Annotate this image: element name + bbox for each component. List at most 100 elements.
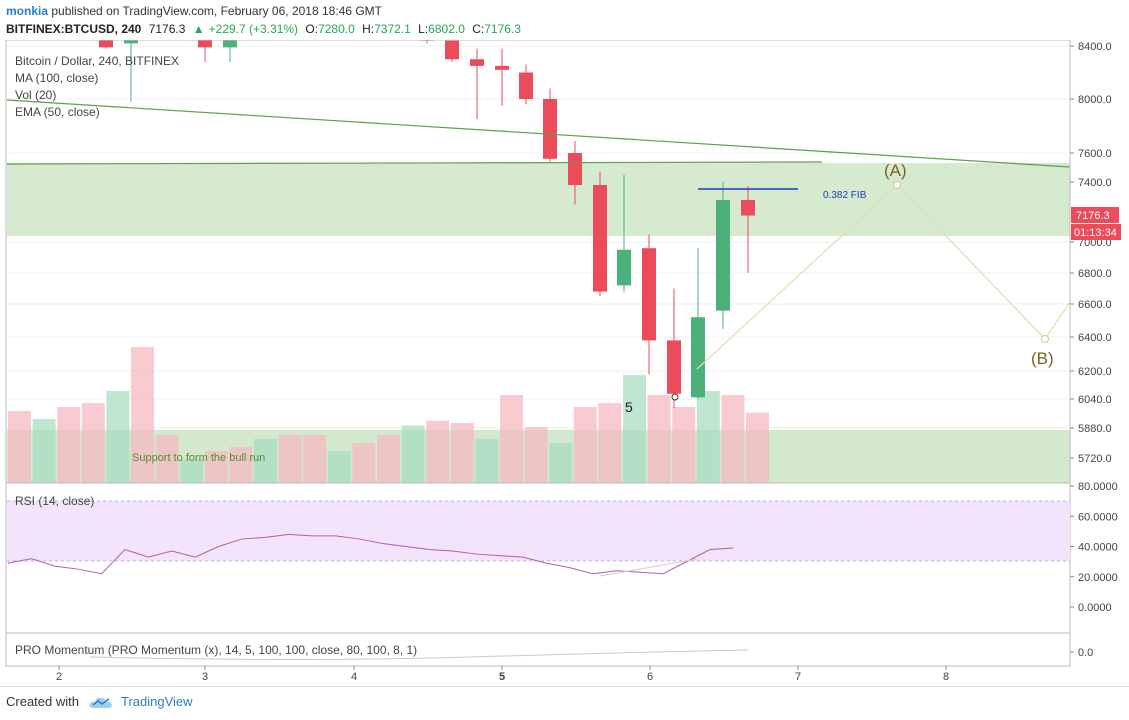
volume-bar xyxy=(549,443,573,483)
candle-body xyxy=(223,40,237,48)
price-tick-label: 6600.0 xyxy=(1078,299,1112,311)
last-price-tag xyxy=(1071,207,1119,223)
volume-bar xyxy=(180,459,204,483)
candle-body xyxy=(667,340,681,394)
price-tick-label: 8000.0 xyxy=(1078,94,1112,106)
volume-bar xyxy=(131,347,154,483)
candle-body xyxy=(470,59,484,66)
volume-bar xyxy=(352,443,376,483)
candle-body xyxy=(445,40,459,60)
candle-body xyxy=(642,248,656,341)
time-tick-label: 3 xyxy=(202,671,208,683)
legend-ema: EMA (50, close) xyxy=(15,105,100,119)
horizontal-resistance-line xyxy=(6,161,823,165)
time-tick-label: 8 xyxy=(943,671,949,683)
wave-a-label: (A) xyxy=(884,161,907,180)
publish-info: published on TradingView.com, February 0… xyxy=(51,4,382,18)
last-price-tag-label: 7176.3 xyxy=(1076,210,1110,222)
legend-ma: MA (100, close) xyxy=(15,71,98,85)
support-label: Support to form the bull run xyxy=(132,452,265,464)
main-grid xyxy=(7,45,1070,459)
up-arrow-icon: ▲ xyxy=(192,22,205,36)
volume-bar xyxy=(327,451,351,483)
candle-body xyxy=(124,40,138,44)
author-name[interactable]: monkia xyxy=(6,4,49,18)
rsi-line xyxy=(7,533,734,575)
candle-body xyxy=(198,40,212,48)
volume-bar xyxy=(721,395,745,483)
price-tick-label: 7600.0 xyxy=(1078,148,1112,160)
legend-title: Bitcoin / Dollar, 240, BITFINEX xyxy=(15,54,179,68)
wave-point-a xyxy=(893,181,901,189)
candle-body xyxy=(495,65,509,70)
volume-bar xyxy=(81,403,105,483)
high-value: 7372.1 xyxy=(374,22,411,36)
rsi-label: RSI (14, close) xyxy=(15,494,94,508)
volume-bar xyxy=(8,411,31,483)
candle-body xyxy=(99,40,113,48)
rsi-tick-label: 40.0000 xyxy=(1078,542,1118,554)
time-tick-label: 7 xyxy=(795,671,801,683)
countdown-label: 01:13:34 xyxy=(1074,227,1117,239)
volume-bar xyxy=(647,395,671,483)
time-axis: 2 3 4 5 6 7 8 xyxy=(56,666,949,683)
volume-bar xyxy=(106,391,130,483)
rsi-axis: 80.0000 60.0000 40.0000 20.0000 0.0000 xyxy=(1070,481,1118,614)
candle-body xyxy=(741,200,755,216)
volume-bar xyxy=(377,435,400,483)
price-tick-label: 5720.0 xyxy=(1078,453,1112,465)
volume-bar xyxy=(623,375,646,483)
footer-divider xyxy=(0,686,1129,687)
price-tick-label: 7400.0 xyxy=(1078,177,1112,189)
volume-bars xyxy=(8,347,769,483)
volume-bar xyxy=(573,407,597,483)
candle-body xyxy=(543,99,557,159)
last-price: 7176.3 xyxy=(148,22,186,36)
volume-bar xyxy=(254,439,277,483)
time-tick-label: 5 xyxy=(499,671,505,683)
momentum-label: PRO Momentum (PRO Momentum (x), 14, 5, 1… xyxy=(15,643,417,657)
close-label: C: xyxy=(472,22,485,36)
resistance-zone xyxy=(7,163,1070,236)
volume-bar xyxy=(672,407,696,483)
volume-bar xyxy=(696,391,720,483)
rsi-band xyxy=(7,501,1070,561)
price-tick-label: 6040.0 xyxy=(1078,394,1112,406)
time-tick-label: 2 xyxy=(56,671,62,683)
price-chart[interactable]: 0.382 FIB (A) (B) 5 Support to form the … xyxy=(0,40,1129,685)
rsi-tick-label: 60.0000 xyxy=(1078,511,1118,523)
price-axis: 8400.08000.07600.07400.07000.06800.06600… xyxy=(1070,41,1112,465)
countdown-tag xyxy=(1071,224,1121,240)
wave-point-5 xyxy=(671,393,679,401)
tradingview-link[interactable]: TradingView xyxy=(120,694,193,709)
low-label: L: xyxy=(418,22,429,36)
volume-bar xyxy=(204,451,228,483)
candle-body xyxy=(593,185,607,292)
open-label: O: xyxy=(305,22,319,36)
volume-bar xyxy=(746,412,769,483)
price-tick-label: 5880.0 xyxy=(1078,423,1112,435)
footer: Created with TradingView xyxy=(6,694,193,709)
ticker-bar: BITFINEX:BTCUSD, 240 7176.3 ▲ +229.7 (+3.… xyxy=(6,22,525,36)
rsi-trend-line xyxy=(599,558,698,577)
wave-point-b xyxy=(1041,335,1049,343)
low-value: 6802.0 xyxy=(428,22,465,36)
volume-bar xyxy=(303,435,327,483)
candle-body xyxy=(568,153,582,185)
downtrend-line xyxy=(6,99,1071,168)
main-panel-border xyxy=(5,40,1071,484)
publish-header: monkia published on TradingView.com, Feb… xyxy=(6,4,382,18)
symbol-label: BITFINEX:BTCUSD, 240 xyxy=(6,22,142,36)
candle-body xyxy=(617,249,631,286)
volume-bar xyxy=(57,407,81,483)
volume-bar xyxy=(598,403,622,483)
price-tick-label: 6200.0 xyxy=(1078,366,1112,378)
rsi-tick-label: 0.0000 xyxy=(1078,602,1112,614)
wave-projection-line xyxy=(696,184,1071,370)
price-tick-label: 6400.0 xyxy=(1078,332,1112,344)
rsi-tick-label: 20.0000 xyxy=(1078,572,1118,584)
volume-bar xyxy=(155,435,179,483)
volume-bar xyxy=(401,425,425,483)
open-value: 7280.0 xyxy=(318,22,355,36)
volume-bar xyxy=(278,435,302,483)
